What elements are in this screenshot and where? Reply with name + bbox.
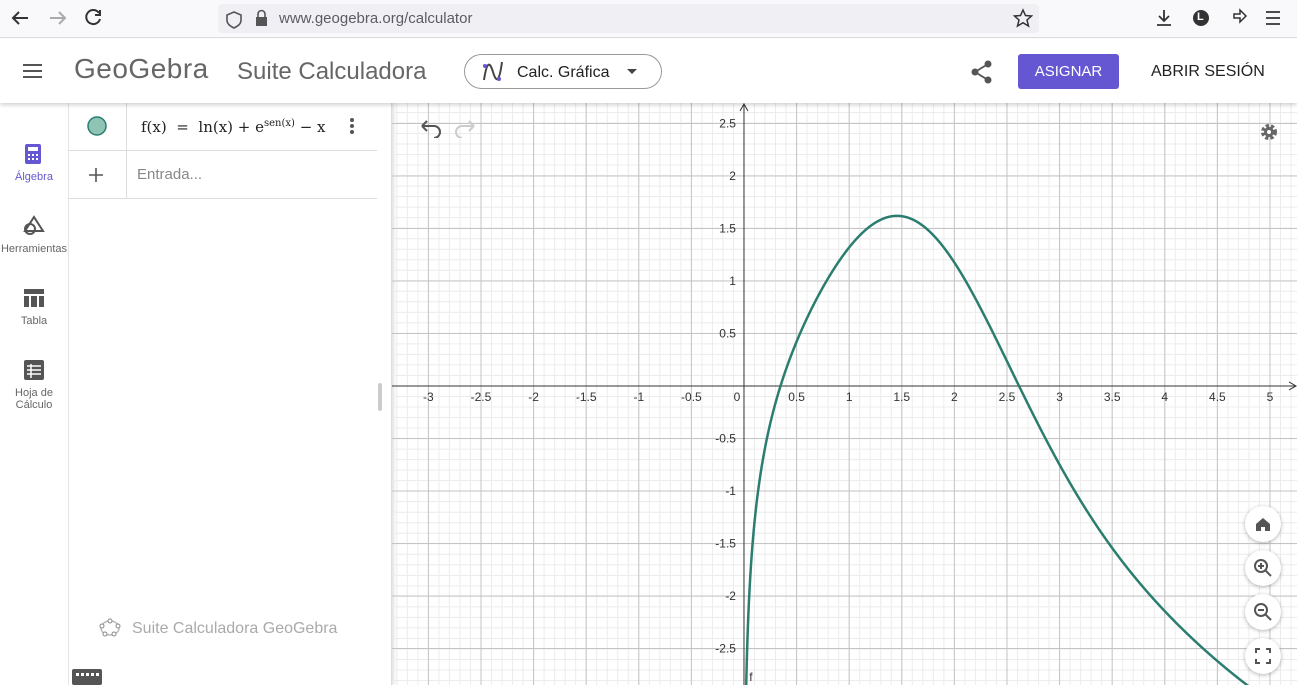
- x-tick-label: 4.5: [1209, 390, 1226, 404]
- sidebar: Álgebra Herramientas Tabla Hoja de Cálcu…: [0, 103, 69, 685]
- footer-logo: [99, 618, 121, 637]
- footer-text: Suite Calculadora GeoGebra: [132, 620, 338, 637]
- graph-icon: [483, 61, 503, 81]
- tools-icon: [23, 215, 45, 235]
- fullscreen-button[interactable]: [1245, 638, 1281, 674]
- browser-toolbar: www.geogebra.org/calculator L: [0, 0, 1297, 38]
- menu-icon[interactable]: [22, 63, 44, 79]
- more-icon[interactable]: [349, 117, 355, 137]
- y-tick-label: 1.5: [719, 221, 736, 235]
- x-tick-label: -2: [528, 390, 539, 404]
- y-tick-label: -0.5: [715, 431, 736, 445]
- url-text: www.geogebra.org/calculator: [279, 10, 473, 27]
- zoom-out-button[interactable]: [1245, 594, 1281, 630]
- y-tick-label: -1: [725, 484, 736, 498]
- sidebar-item[interactable]: Herramientas: [0, 243, 68, 255]
- app-selector-label: Calc. Gráfica: [517, 64, 610, 81]
- spreadsheet-icon: [24, 360, 44, 380]
- y-tick-label: 2.5: [719, 116, 736, 130]
- x-tick-label: 5: [1267, 390, 1274, 404]
- resize-handle[interactable]: [378, 383, 382, 411]
- formula[interactable]: f(x) = ln(x) + esen(x) − x: [141, 118, 326, 136]
- x-tick-label: 0: [734, 390, 741, 404]
- graphics-view[interactable]: -3 -2.5 -2 -1.5 -1 -0.5 0 0.5 1 1.5 2 2.5 3 3.5 4 4.5 5 -…: [392, 103, 1297, 685]
- dropdown-arrow: [627, 69, 637, 74]
- input-row[interactable]: Entrada...: [69, 151, 377, 199]
- x-tick-label: -1.5: [576, 390, 597, 404]
- logo[interactable]: GeoGebra: [74, 53, 209, 84]
- app-selector[interactable]: Calc. Gráfica: [464, 54, 662, 89]
- url-icons: [226, 9, 267, 29]
- y-tick-label: 1: [729, 274, 736, 288]
- settings-icon[interactable]: [1258, 121, 1280, 143]
- x-tick-label: -2.5: [471, 390, 492, 404]
- login-button[interactable]: ABRIR SESIÓN: [1151, 63, 1265, 80]
- y-tick-label: 2: [729, 169, 736, 183]
- algebra-panel: f(x) = ln(x) + esen(x) − x Entrada... Su…: [69, 103, 392, 685]
- share-icon[interactable]: [971, 60, 993, 84]
- algebra-icon: [25, 144, 41, 164]
- sidebar-item[interactable]: Tabla: [20, 315, 48, 327]
- x-tick-label: 0.5: [788, 390, 805, 404]
- x-tick-label: 1.5: [893, 390, 910, 404]
- formula-equals: =: [176, 118, 189, 136]
- profile-initial[interactable]: L: [1197, 11, 1204, 23]
- y-tick-label: -2: [725, 589, 736, 603]
- app-title: Suite Calculadora: [237, 58, 427, 85]
- assign-button[interactable]: ASIGNAR: [1018, 54, 1119, 89]
- function-curve: [744, 214, 1250, 685]
- x-tick-label: 4: [1161, 390, 1168, 404]
- y-tick-label: -1.5: [715, 536, 736, 550]
- browser-icons: [1012, 8, 1280, 28]
- url-bar[interactable]: www.geogebra.org/calculator: [218, 4, 1039, 33]
- nav-buttons: [11, 9, 101, 26]
- formula-exponent: sen(x): [264, 118, 295, 129]
- x-tick-label: -0.5: [681, 390, 702, 404]
- y-axis-arrow: [739, 103, 749, 112]
- undo-redo[interactable]: [418, 118, 478, 138]
- x-tick-label: -3: [423, 390, 434, 404]
- x-tick-label: 3.5: [1104, 390, 1121, 404]
- plus-icon: [89, 168, 103, 182]
- formula-lhs: f(x): [141, 118, 167, 136]
- x-tick-label: -1: [633, 390, 644, 404]
- formula-rhs: ln(x) + e: [198, 118, 264, 136]
- x-tick-label: 2: [951, 390, 958, 404]
- input-placeholder[interactable]: Entrada...: [137, 166, 203, 183]
- y-tick-label: 0.5: [719, 326, 736, 340]
- x-tick-label: 3: [1056, 390, 1063, 404]
- sidebar-item[interactable]: Hoja de Cálculo: [15, 387, 53, 411]
- algebra-row[interactable]: f(x) = ln(x) + esen(x) − x: [69, 103, 377, 151]
- sidebar-item[interactable]: Álgebra: [15, 171, 53, 183]
- formula-tail: − x: [299, 118, 326, 136]
- zoom-in-button[interactable]: [1245, 550, 1281, 586]
- x-axis-arrow: [1288, 381, 1297, 391]
- x-tick-label: 1: [846, 390, 853, 404]
- function-label: f: [749, 670, 753, 684]
- table-icon: [24, 289, 44, 307]
- x-tick-label: 2.5: [999, 390, 1016, 404]
- app-header: GeoGebra Suite Calculadora Calc. Gráfica…: [0, 39, 1297, 103]
- keyboard-icon[interactable]: [72, 669, 102, 685]
- home-button[interactable]: [1245, 506, 1281, 542]
- y-tick-label: -2.5: [715, 641, 736, 655]
- visibility-toggle[interactable]: [87, 116, 109, 138]
